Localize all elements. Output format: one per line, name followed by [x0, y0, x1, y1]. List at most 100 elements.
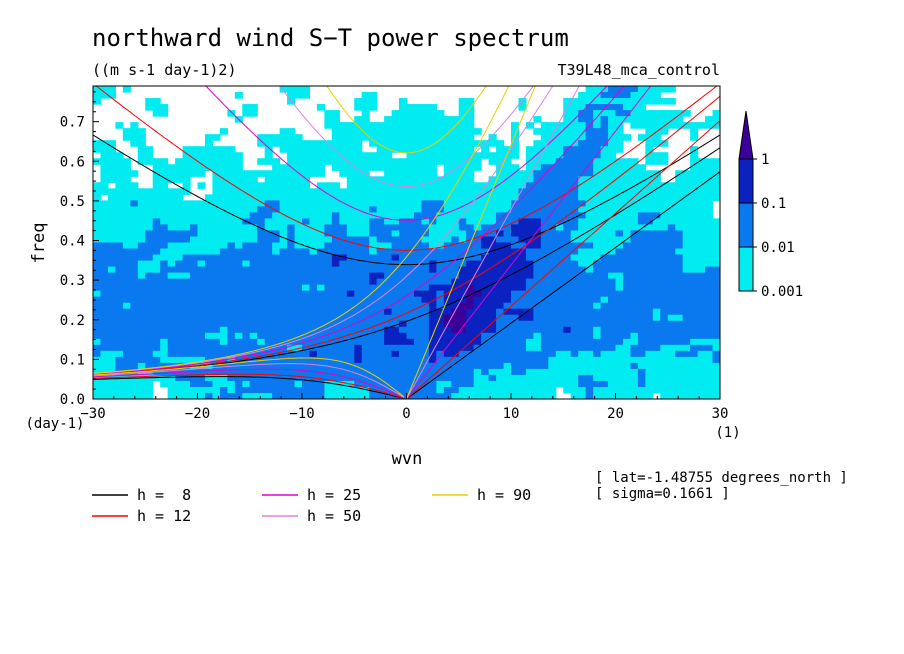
spectrum-cell: [122, 86, 131, 93]
spectrum-cell: [279, 260, 288, 268]
spectrum-cell: [660, 350, 669, 358]
spectrum-cell: [682, 176, 691, 183]
spectrum-cell: [204, 152, 214, 159]
spectrum-cell: [690, 374, 699, 382]
spectrum-cell: [503, 164, 512, 171]
spectrum-cell: [600, 272, 609, 280]
spectrum-cell: [630, 194, 639, 201]
spectrum-cell: [585, 290, 594, 298]
spectrum-cell: [145, 344, 154, 352]
spectrum-cell: [496, 356, 505, 364]
spectrum-cell: [600, 248, 609, 256]
ig-curve: [279, 86, 534, 187]
spectrum-cell: [324, 314, 333, 322]
spectrum-cell: [100, 266, 109, 274]
spectrum-cell: [488, 320, 497, 328]
spectrum-cell: [324, 152, 333, 159]
spectrum-cell: [115, 122, 124, 129]
spectrum-cell: [428, 284, 437, 292]
spectrum-cell: [264, 158, 273, 165]
spectrum-cell: [428, 134, 437, 141]
spectrum-cell: [384, 290, 393, 298]
spectrum-cell: [294, 188, 303, 195]
spectrum-cell: [346, 158, 355, 165]
spectrum-cell: [346, 272, 355, 280]
spectrum-cell: [107, 230, 116, 238]
spectrum-cell: [145, 284, 154, 292]
spectrum-cell: [331, 206, 340, 213]
spectrum-cell: [503, 248, 512, 256]
spectrum-cell: [660, 230, 669, 238]
spectrum-cell: [376, 356, 385, 364]
spectrum-cell: [585, 188, 594, 195]
spectrum-cell: [219, 188, 228, 195]
spectrum-cell: [197, 146, 206, 153]
spectrum-cell: [421, 380, 430, 388]
spectrum-cell: [279, 320, 288, 328]
spectrum-cell: [287, 230, 296, 238]
spectrum-cell: [361, 122, 370, 129]
spectrum-cell: [249, 200, 258, 207]
spectrum-cell: [190, 272, 199, 280]
spectrum-cell: [585, 218, 594, 226]
spectrum-cell: [384, 332, 393, 340]
spectrum-cell: [339, 284, 348, 292]
spectrum-cell: [578, 308, 587, 316]
spectrum-cell: [122, 332, 131, 340]
spectrum-cell: [309, 290, 318, 298]
spectrum-cell: [533, 200, 542, 207]
spectrum-cell: [622, 230, 632, 238]
spectrum-cell: [667, 110, 676, 117]
spectrum-cell: [287, 386, 296, 394]
spectrum-cell: [160, 332, 169, 340]
spectrum-cell: [145, 158, 154, 165]
spectrum-cell: [406, 224, 415, 232]
spectrum-cell: [705, 326, 714, 334]
spectrum-cell: [115, 266, 124, 274]
spectrum-cell: [369, 164, 378, 171]
spectrum-cell: [160, 260, 169, 268]
spectrum-cell: [682, 320, 691, 328]
spectrum-cell: [600, 236, 609, 244]
spectrum-cell: [496, 350, 505, 358]
spectrum-cell: [182, 320, 191, 328]
spectrum-cell: [608, 302, 617, 310]
spectrum-cell: [585, 326, 594, 334]
spectrum-cell: [645, 290, 654, 298]
spectrum-cell: [227, 338, 236, 346]
spectrum-cell: [645, 128, 654, 135]
spectrum-cell: [458, 374, 467, 382]
spectrum-cell: [570, 182, 579, 189]
spectrum-cell: [324, 266, 333, 274]
spectrum-cell: [384, 278, 393, 286]
spectrum-cell: [600, 332, 609, 340]
spectrum-cell: [593, 146, 602, 153]
spectrum-cell: [511, 272, 520, 280]
spectrum-cell: [705, 374, 714, 382]
spectrum-cell: [137, 230, 146, 238]
spectrum-cell: [667, 380, 676, 388]
spectrum-cell: [533, 332, 542, 340]
spectrum-cell: [503, 344, 512, 352]
spectrum-cell: [570, 194, 579, 201]
spectrum-cell: [369, 248, 378, 256]
spectrum-cell: [331, 308, 340, 316]
spectrum-cell: [391, 134, 400, 141]
spectrum-cell: [346, 278, 355, 286]
spectrum-cell: [227, 146, 236, 153]
spectrum-cell: [525, 188, 534, 195]
spectrum-cell: [682, 110, 691, 117]
spectrum-cell: [175, 206, 184, 213]
spectrum-cell: [294, 236, 303, 244]
spectrum-cell: [705, 296, 714, 304]
spectrum-cell: [473, 260, 482, 268]
spectrum-cell: [190, 296, 199, 304]
spectrum-cell: [511, 254, 520, 262]
spectrum-cell: [406, 230, 415, 238]
spectrum-cell: [227, 176, 236, 183]
spectrum-cell: [428, 308, 437, 316]
spectrum-cell: [443, 326, 452, 334]
spectrum-cell: [690, 158, 699, 165]
spectrum-cell: [593, 92, 602, 99]
spectrum-cell: [324, 332, 333, 340]
